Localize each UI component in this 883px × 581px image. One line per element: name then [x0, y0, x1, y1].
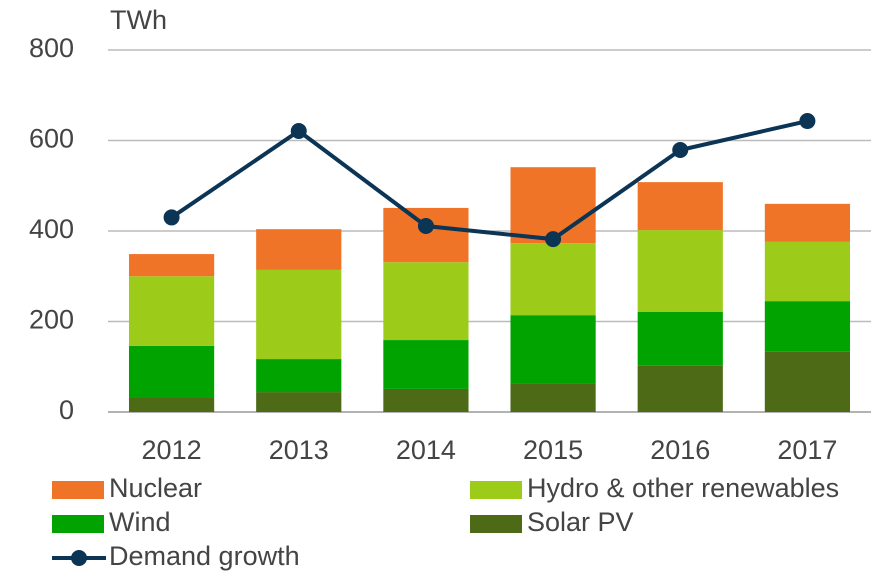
line-marker [417, 218, 434, 235]
x-tick-label: 2012 [142, 435, 202, 465]
bar-segment [128, 345, 215, 398]
line-marker [672, 142, 689, 159]
bar-segment [383, 262, 469, 341]
x-tick-label: 2014 [396, 435, 456, 465]
legend-label: Wind [109, 507, 171, 537]
line [170, 119, 808, 242]
line-marker [290, 122, 307, 139]
legend-swatch [52, 515, 104, 533]
legend-label: Nuclear [109, 473, 202, 503]
y-tick-label: 0 [59, 395, 74, 425]
legend-swatch [52, 481, 104, 499]
bar-segment [510, 383, 596, 412]
bar-segment [764, 203, 851, 242]
bar-segment [383, 207, 469, 263]
x-tick-label: 2017 [777, 435, 837, 465]
line-marker [163, 209, 180, 226]
bar-segment [256, 392, 342, 412]
bar-segment [637, 230, 723, 312]
bar-segment [128, 276, 215, 346]
bar-segment [637, 365, 723, 412]
x-tick-label: 2015 [523, 435, 583, 465]
legend-swatch [470, 515, 522, 533]
legend-marker [71, 550, 87, 566]
y-tick-label: 200 [29, 305, 74, 335]
bar-segment [510, 315, 596, 384]
legend-label: Demand growth [109, 541, 300, 571]
x-tick-label: 2013 [269, 435, 329, 465]
x-tick-label: 2016 [650, 435, 710, 465]
legend-swatch [470, 481, 522, 499]
bar-segment [128, 397, 215, 412]
bar-segment [256, 359, 342, 393]
bar-segment [764, 241, 851, 302]
bar-segment [256, 229, 342, 270]
y-axis-label: TWh [110, 5, 167, 35]
legend-label: Hydro & other renewables [527, 473, 839, 503]
y-tick-label: 600 [29, 124, 74, 154]
bar-segment [383, 340, 469, 389]
bar-segment [764, 301, 851, 352]
line-marker [799, 113, 816, 130]
bar-segment [256, 269, 342, 360]
bar-segment [383, 388, 469, 412]
bar-segment [510, 243, 596, 316]
bar-segment [637, 311, 723, 366]
y-tick-label: 800 [29, 33, 74, 63]
bar-segment [637, 182, 723, 231]
legend-label: Solar PV [527, 507, 634, 537]
bar-segment [128, 254, 215, 277]
bar-segment [510, 167, 596, 244]
line-marker [545, 231, 562, 248]
y-tick-label: 400 [29, 214, 74, 244]
bar-segment [764, 351, 851, 412]
